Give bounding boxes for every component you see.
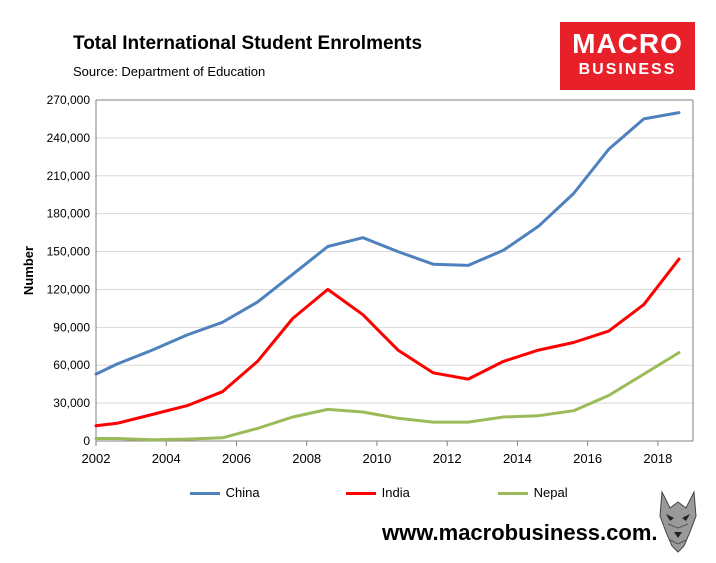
y-tick-label: 150,000 [47, 245, 91, 259]
y-tick-label: 60,000 [53, 358, 90, 372]
y-tick-label: 90,000 [53, 320, 90, 334]
y-axis-title: Number [21, 246, 36, 295]
legend-swatch-india [346, 492, 376, 496]
legend-item-china: China [190, 485, 260, 500]
chart-source: Source: Department of Education [73, 64, 266, 79]
legend-swatch-china [190, 492, 220, 496]
series-line-nepal [94, 351, 681, 442]
y-tick-label: 0 [83, 434, 90, 448]
x-tick-label: 2014 [503, 451, 532, 466]
logo-line-1: MACRO [572, 28, 683, 59]
legend-item-india: India [346, 485, 410, 500]
series-line-india [94, 257, 681, 428]
legend-label-china: China [225, 485, 260, 500]
y-tick-label: 270,000 [47, 93, 91, 107]
legend-label-nepal: Nepal [533, 485, 568, 500]
y-tick-label: 180,000 [47, 207, 91, 221]
y-tick-label: 210,000 [47, 169, 91, 183]
x-tick-label: 2002 [82, 451, 111, 466]
logo-line-2: BUSINESS [578, 61, 677, 78]
series-line-china [94, 111, 681, 376]
x-tick-label: 2010 [362, 451, 391, 466]
x-tick-label: 2016 [573, 451, 602, 466]
x-tick-label: 2018 [643, 451, 672, 466]
legend-item-nepal: Nepal [498, 485, 568, 500]
legend-swatch-nepal [498, 492, 528, 496]
x-tick-label: 2012 [433, 451, 462, 466]
x-tick-label: 2004 [152, 451, 181, 466]
wolf-head-icon [656, 488, 700, 554]
legend-label-india: India [381, 485, 410, 500]
y-tick-label: 240,000 [47, 131, 91, 145]
y-tick-label: 30,000 [53, 396, 90, 410]
macrobusiness-logo: MACRO BUSINESS [560, 22, 695, 90]
chart-title: Total International Student Enrolments [73, 33, 423, 54]
website-url: www.macrobusiness.com.au [382, 520, 684, 545]
x-tick-label: 2006 [222, 451, 251, 466]
y-tick-label: 120,000 [47, 282, 91, 296]
x-tick-label: 2008 [292, 451, 321, 466]
